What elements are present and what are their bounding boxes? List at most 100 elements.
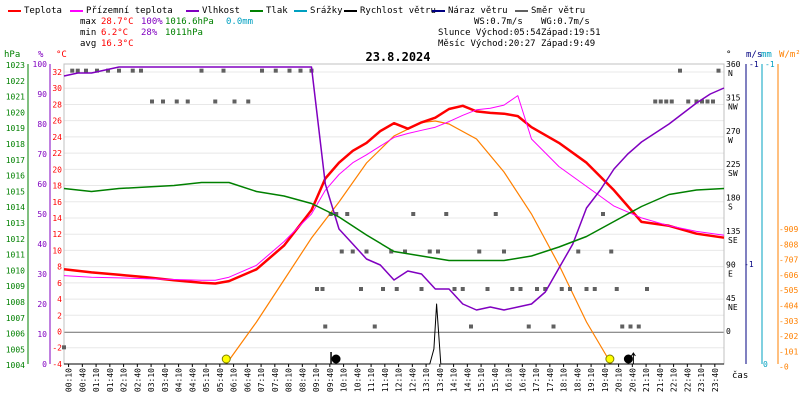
tick-pressure: 1010 xyxy=(6,266,25,275)
sunset-icon xyxy=(605,354,615,364)
wind-direction-point xyxy=(359,287,363,291)
wind-direction-point xyxy=(298,68,303,73)
tick-direction-label: SE xyxy=(728,236,738,245)
x-tick-label: 19:10 xyxy=(587,368,596,392)
stat-label: max xyxy=(80,17,97,27)
x-tick-label: 11:10 xyxy=(367,368,376,392)
wind-direction-point xyxy=(645,287,649,291)
tick-direction: 270 xyxy=(726,127,741,136)
tick-temperature: -2 xyxy=(52,344,62,353)
x-tick-label: 01:40 xyxy=(106,368,115,392)
wind-direction-point xyxy=(653,99,658,104)
legend-label: Směr větru xyxy=(531,6,585,16)
tick-pressure: 1018 xyxy=(6,140,25,149)
wind-direction-point xyxy=(620,324,625,329)
x-tick-label: 06:40 xyxy=(243,368,252,392)
unit-deg: ° xyxy=(726,50,731,60)
x-tick-label: 05:10 xyxy=(202,368,211,392)
x-tick-label: 16:10 xyxy=(505,368,514,392)
x-tick-label: 17:10 xyxy=(532,368,541,392)
tick-pressure: 1007 xyxy=(6,314,25,323)
legend-label: Vlhkost xyxy=(202,6,240,16)
wind-direction-point xyxy=(287,68,292,73)
tick-pressure: 1022 xyxy=(6,77,25,86)
moonrise-arrow-icon xyxy=(630,352,636,364)
wind-direction-point xyxy=(221,68,226,73)
x-tick-label: 12:10 xyxy=(395,368,404,392)
x-tick-label: 03:40 xyxy=(161,368,170,392)
wind-direction-point xyxy=(106,68,110,73)
info-sunrise: Slunce Východ:05:54 xyxy=(438,28,541,38)
tick-temperature: 6 xyxy=(57,279,62,288)
x-tick-label: 11:40 xyxy=(381,368,390,392)
wind-direction-point xyxy=(323,324,328,329)
wind-direction-point xyxy=(150,99,154,104)
x-tick-label: 00:10 xyxy=(65,368,74,392)
tick-pressure: 1005 xyxy=(6,345,25,354)
x-tick-label: 04:10 xyxy=(175,368,184,392)
tick-direction: 135 xyxy=(726,227,741,236)
wind-direction-point xyxy=(389,249,394,254)
tick-temperature: 10 xyxy=(52,246,62,255)
x-tick-label: 16:40 xyxy=(518,368,527,392)
unit-hpa: hPa xyxy=(4,50,20,60)
wind-direction-point xyxy=(95,68,99,73)
unit-pct: % xyxy=(38,50,44,60)
tick-pressure: 1019 xyxy=(6,124,25,133)
stat-label: min xyxy=(80,28,96,38)
wind-direction-point xyxy=(658,99,663,104)
axis-units: hPa% °C ° m/smm W/m² čas xyxy=(4,50,800,381)
wind-direction-point xyxy=(364,249,369,254)
wind-direction-point xyxy=(664,99,669,104)
tick-temperature: 24 xyxy=(52,133,62,142)
tick-direction-label: E xyxy=(728,269,733,278)
wind-direction-point xyxy=(510,287,515,291)
wind-direction-point xyxy=(460,287,465,291)
tick-temperature: 22 xyxy=(52,149,62,158)
tick-temperature: 8 xyxy=(57,263,62,272)
tick-humidity: 0 xyxy=(42,360,47,369)
tick-direction-label: S xyxy=(728,203,733,212)
tick-direction: 225 xyxy=(726,160,741,169)
unit-degc: °C xyxy=(56,50,67,60)
stats-panel: max 28.7°C 100% 1016.6hPa 0.0mm min 6.2°C 28% 10… xyxy=(80,17,253,49)
wind-direction-point xyxy=(394,287,399,291)
tick-direction: 45 xyxy=(726,294,736,303)
tick-direction: 315 xyxy=(726,93,741,102)
unit-mm: mm xyxy=(761,50,772,60)
tick-humidity: 40 xyxy=(37,240,47,249)
x-tick-label: 15:40 xyxy=(491,368,500,392)
tick-rain: 0 xyxy=(763,360,768,369)
wind-direction-point xyxy=(260,68,264,73)
series-hum xyxy=(63,66,725,311)
wind-direction-point xyxy=(273,68,278,73)
tick-direction: 0 xyxy=(726,327,731,336)
tick-radiation: -808 xyxy=(779,240,798,249)
tick-radiation: -101 xyxy=(779,347,798,356)
series-wind xyxy=(64,303,724,365)
unit-wm2: W/m² xyxy=(779,50,800,60)
tick-pressure: 1009 xyxy=(6,282,25,291)
x-tick-label: 13:10 xyxy=(422,368,431,392)
tick-humidity: 60 xyxy=(37,180,47,189)
moonrise-icon xyxy=(623,354,633,364)
wind-direction-point xyxy=(686,99,691,104)
series-layer xyxy=(63,66,725,365)
info-wg: WG:0.7m/s xyxy=(541,17,590,27)
wind-direction-point xyxy=(213,99,218,104)
tick-radiation: -909 xyxy=(779,225,798,234)
tick-pressure: 1006 xyxy=(6,330,25,339)
stat-pressure: 1011hPa xyxy=(165,28,203,38)
unit-ms: m/s xyxy=(746,50,762,60)
x-tick-label: 12:40 xyxy=(408,368,417,392)
wind-direction-point xyxy=(551,324,556,329)
stat-pressure: 1016.6hPa xyxy=(165,17,214,27)
wind-direction-point xyxy=(477,249,482,254)
wind-direction-point xyxy=(403,249,407,254)
wind-direction-point xyxy=(334,212,339,216)
wind-direction-point xyxy=(485,287,490,291)
wind-direction-layer xyxy=(62,68,721,350)
x-tick-label: 20:10 xyxy=(615,368,624,392)
